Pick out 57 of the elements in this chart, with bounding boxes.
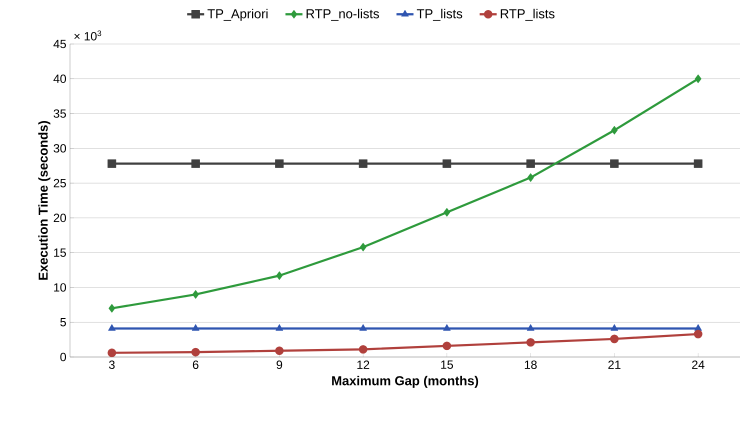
point xyxy=(276,271,283,280)
point xyxy=(444,208,450,217)
point xyxy=(443,324,451,331)
point xyxy=(275,346,284,356)
point xyxy=(276,324,284,331)
point xyxy=(527,173,534,182)
y-tick-label: 25 xyxy=(54,178,66,188)
point xyxy=(526,324,534,331)
y-tick-label: 5 xyxy=(60,318,66,326)
point xyxy=(108,159,116,168)
point xyxy=(611,126,618,135)
point xyxy=(610,159,619,168)
y-tick-label: 35 xyxy=(54,109,66,118)
legend-label: TP_Apriori xyxy=(208,8,268,21)
y-tick-label: 10 xyxy=(54,283,66,292)
point xyxy=(108,304,116,313)
x-tick-label: 21 xyxy=(608,360,620,369)
point xyxy=(275,159,284,168)
x-tick-label: 24 xyxy=(692,360,704,369)
x-tick-label: 9 xyxy=(276,360,282,369)
point xyxy=(191,159,200,168)
y-tick-label: 0 xyxy=(60,352,66,362)
x-tick-label: 6 xyxy=(192,360,198,369)
point xyxy=(360,242,366,252)
point xyxy=(610,324,618,331)
x-tick-label: 18 xyxy=(524,360,537,369)
y-tick-label: 30 xyxy=(54,144,66,153)
point xyxy=(192,290,199,299)
x-tick-label: 15 xyxy=(441,360,454,369)
point xyxy=(108,348,116,358)
x-tick-label: 3 xyxy=(109,360,115,369)
point xyxy=(442,159,452,168)
point xyxy=(526,338,535,347)
point xyxy=(358,159,368,168)
point xyxy=(442,342,452,350)
point xyxy=(108,324,116,331)
legend-label: RTP_lists xyxy=(500,8,554,21)
point xyxy=(526,159,535,168)
y-tick-label: 20 xyxy=(54,214,66,222)
x-axis-title: Maximum Gap (months) xyxy=(332,376,478,388)
legend-label: RTP_no-lists xyxy=(306,8,379,21)
legend-label: TP_lists xyxy=(416,8,462,21)
point xyxy=(694,159,702,168)
text: × 10$^{3}$ xyxy=(74,30,102,40)
point xyxy=(694,74,702,84)
y-tick-label: 15 xyxy=(54,248,66,257)
point xyxy=(694,324,702,331)
y-axis-title: Execution Time (seconds) xyxy=(38,121,50,280)
point xyxy=(694,330,702,338)
point xyxy=(610,334,619,344)
point xyxy=(358,345,368,354)
point xyxy=(191,348,200,356)
y-tick-label: 40 xyxy=(53,74,66,84)
x-tick-label: 12 xyxy=(357,360,370,369)
point xyxy=(192,324,200,331)
y-tick-label: 45 xyxy=(53,40,66,48)
point xyxy=(359,324,367,331)
